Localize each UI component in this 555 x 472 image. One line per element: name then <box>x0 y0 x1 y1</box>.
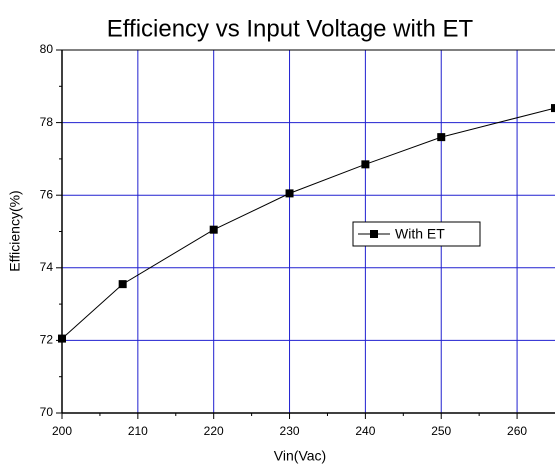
legend-label: With ET <box>395 226 445 242</box>
x-tick-label: 200 <box>52 424 72 438</box>
marker <box>437 133 446 142</box>
y-tick-label: 76 <box>40 187 54 201</box>
legend-marker <box>370 230 378 238</box>
marker <box>361 160 370 169</box>
y-tick-label: 78 <box>40 115 54 129</box>
y-tick-label: 74 <box>40 260 54 274</box>
x-tick-label: 210 <box>128 424 148 438</box>
y-tick-label: 80 <box>40 42 54 56</box>
y-axis-label: Efficiency(%) <box>7 190 23 271</box>
marker <box>209 225 218 234</box>
x-tick-label: 240 <box>355 424 375 438</box>
marker <box>551 104 555 113</box>
marker <box>58 334 66 343</box>
chart-title: Efficiency vs Input Voltage with ET <box>107 15 474 42</box>
x-tick-label: 260 <box>507 424 527 438</box>
x-tick-label: 250 <box>431 424 451 438</box>
y-tick-label: 72 <box>40 333 54 347</box>
x-tick-label: 220 <box>204 424 224 438</box>
marker <box>118 280 127 289</box>
y-tick-label: 70 <box>40 405 54 419</box>
x-tick-label: 230 <box>280 424 300 438</box>
x-axis-label: Vin(Vac) <box>274 448 326 464</box>
marker <box>285 189 294 198</box>
series-line <box>61 107 555 339</box>
